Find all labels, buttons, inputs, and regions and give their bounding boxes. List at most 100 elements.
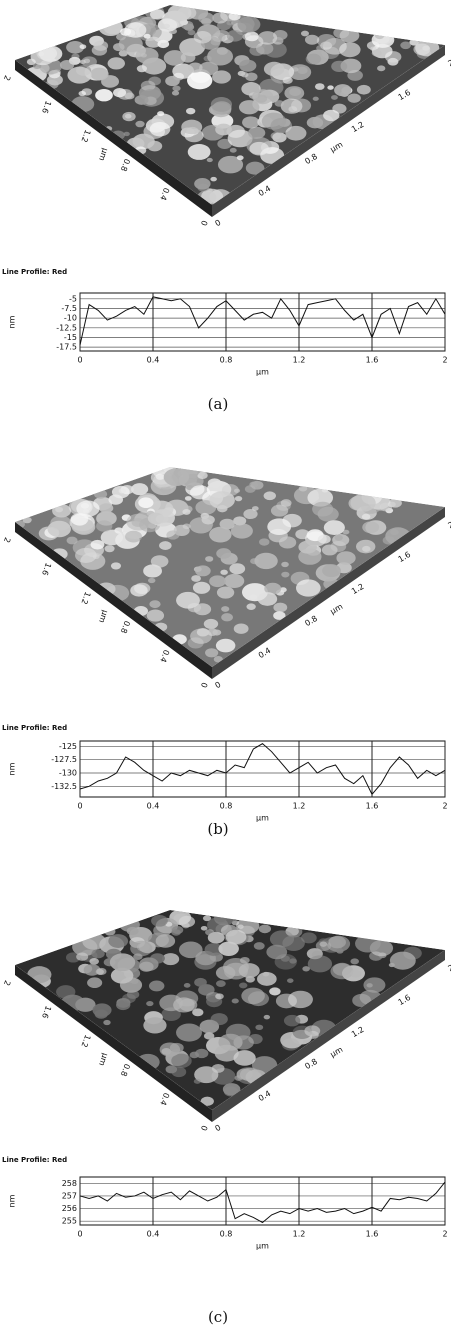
surface-feature xyxy=(131,517,145,527)
surface-feature xyxy=(242,33,253,41)
surface-feature xyxy=(173,997,195,1013)
surface-feature xyxy=(298,540,317,554)
surface-feature xyxy=(254,552,278,570)
x-tick-label: 1.2 xyxy=(293,1230,306,1239)
surface-feature xyxy=(171,1066,187,1078)
surface-feature xyxy=(210,176,217,182)
surface-feature xyxy=(171,90,180,96)
surface-feature xyxy=(216,980,226,988)
surface-feature xyxy=(255,1024,264,1031)
surface-feature xyxy=(123,131,130,137)
surface-feature xyxy=(390,529,399,536)
surface-tick-label: 0 xyxy=(199,219,209,227)
surface-feature xyxy=(211,32,226,43)
surface-feature xyxy=(304,1025,321,1037)
surface-feature xyxy=(312,501,334,517)
surface-feature xyxy=(126,926,139,936)
surface-unit: µm xyxy=(97,147,110,162)
surface-feature xyxy=(151,914,168,927)
surface-feature xyxy=(194,1066,219,1084)
surface-feature xyxy=(172,85,181,92)
x-tick-label: 0 xyxy=(77,356,82,365)
surface-feature xyxy=(59,60,75,70)
surface-feature xyxy=(216,586,235,599)
surface-tick-label: 1.2 xyxy=(79,128,92,143)
chart-title: Line Profile: Red xyxy=(2,268,67,276)
surface-feature xyxy=(132,133,155,150)
surface-tick-label: 0.4 xyxy=(257,646,273,660)
surface-tick-label: 1.2 xyxy=(350,582,366,596)
surface-feature xyxy=(181,119,203,135)
surface-feature xyxy=(202,915,212,922)
x-tick-label: 1.2 xyxy=(293,356,306,365)
surface-feature xyxy=(400,41,412,50)
x-tick-label: 0.8 xyxy=(220,802,233,811)
x-axis-label: µm xyxy=(256,368,269,377)
plot-frame xyxy=(79,292,446,352)
panel-caption: (b) xyxy=(207,820,228,838)
surface-feature xyxy=(356,84,371,95)
surface-unit: µm xyxy=(97,609,110,624)
surface-feature xyxy=(221,606,230,612)
surface-feature xyxy=(203,1032,215,1040)
surface-feature xyxy=(145,36,162,48)
surface-feature xyxy=(213,656,223,663)
surface-wall xyxy=(15,522,212,679)
surface-feature xyxy=(182,523,191,530)
surface-feature xyxy=(81,88,93,96)
y-tick-label: 257 xyxy=(62,1191,77,1200)
surface-feature xyxy=(350,969,362,978)
surface-feature xyxy=(371,49,382,57)
plot-frame xyxy=(79,740,446,798)
surface-feature xyxy=(221,484,239,496)
y-axis-label: nm xyxy=(8,762,17,775)
x-tick-label: 2 xyxy=(442,1230,447,1239)
surface-feature xyxy=(92,1003,112,1017)
surface-feature xyxy=(264,582,282,595)
surface-tick-label: 0.8 xyxy=(119,619,132,634)
surface-feature xyxy=(198,984,215,996)
surface-feature xyxy=(171,926,184,935)
surface-feature xyxy=(361,513,371,520)
surface-feature xyxy=(352,993,372,1008)
surface-wall xyxy=(212,45,445,217)
surface-feature xyxy=(362,521,380,534)
surface-feature xyxy=(184,496,192,501)
surface-feature xyxy=(215,123,232,136)
y-tick-label: -7.5 xyxy=(61,304,77,313)
surface-feature xyxy=(205,556,214,562)
x-tick-label: 0 xyxy=(77,1230,82,1239)
surface-feature xyxy=(130,940,153,957)
surface-feature xyxy=(192,581,211,594)
surface-feature xyxy=(306,116,324,129)
surface-feature xyxy=(247,991,270,1007)
surface-feature xyxy=(207,47,234,66)
surface-unit: µm xyxy=(329,140,345,154)
surface-feature xyxy=(336,551,356,565)
surface-feature xyxy=(83,964,101,976)
surface-feature xyxy=(214,1044,239,1062)
surface-feature xyxy=(143,33,151,39)
surface-feature xyxy=(160,485,172,494)
profile-line xyxy=(79,743,446,796)
surface-feature xyxy=(198,12,215,24)
surface-feature xyxy=(99,503,114,514)
surface-feature xyxy=(187,29,196,36)
surface-feature xyxy=(327,85,334,90)
surface-feature xyxy=(124,113,132,119)
surface-feature xyxy=(104,545,115,553)
surface-feature xyxy=(135,120,145,128)
surface-feature xyxy=(227,129,253,148)
surface-wall xyxy=(212,950,445,1122)
surface-feature xyxy=(266,944,288,960)
surface-feature xyxy=(210,97,233,112)
surface-feature xyxy=(233,623,249,634)
surface-tick-label: 0 xyxy=(199,681,209,689)
surface-feature xyxy=(216,504,228,513)
surface-feature xyxy=(87,977,103,988)
surface-feature xyxy=(163,50,186,66)
surface-feature xyxy=(332,103,347,114)
surface-tick-label: 0.8 xyxy=(303,1057,319,1071)
surface-feature xyxy=(307,955,333,973)
surface-feature xyxy=(193,1078,201,1084)
